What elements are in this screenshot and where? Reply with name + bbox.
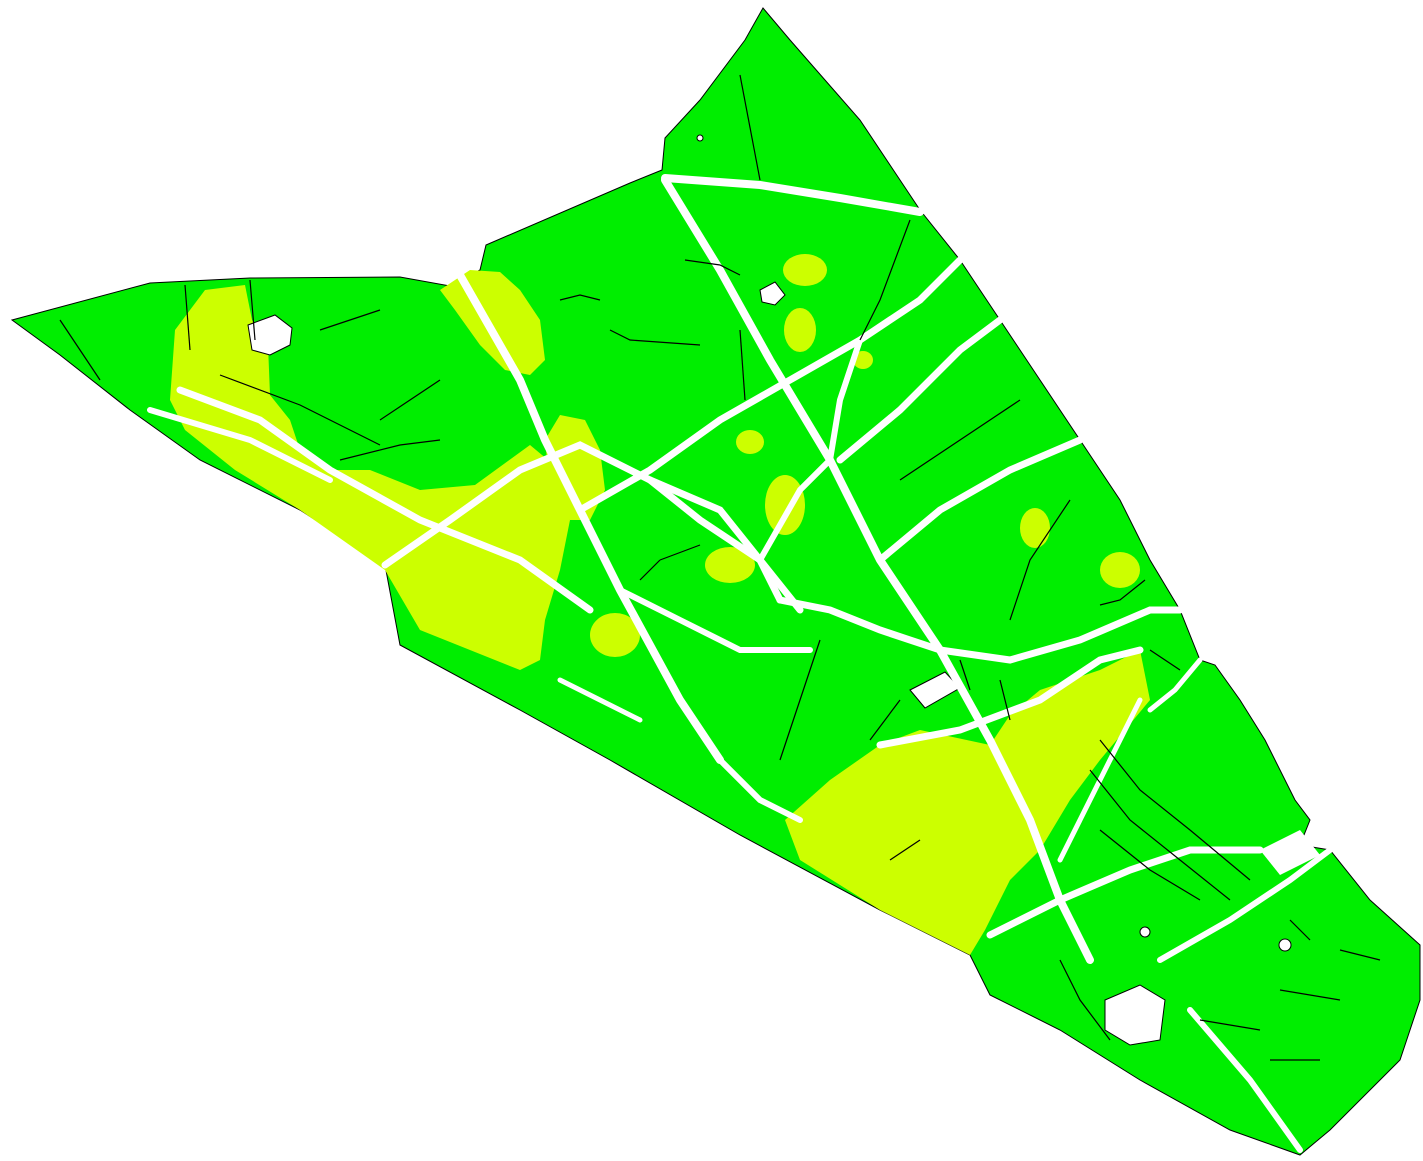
pond-1 [1278,938,1292,952]
field-area-green [10,7,1421,1156]
yellow-patch-3 [853,351,873,369]
pond-3 [696,134,704,142]
yellow-patch-9 [1100,552,1140,588]
yellow-patch-5 [765,475,805,535]
field-boundaries [59,74,1381,1061]
road-network [147,174,1333,1153]
void-south-east [1104,984,1166,1046]
yellow-patch-4 [736,430,764,454]
yellow-zone-west [170,285,570,670]
yellow-zone-north-strip [440,270,545,375]
yellow-patch-8 [1020,508,1050,548]
yellow-patch-7 [590,613,640,657]
void-north [759,281,786,306]
yellow-zone-south [785,650,1150,955]
yellow-zone-center-blob [545,415,605,520]
pond-2 [1139,926,1151,938]
void-west [247,314,293,356]
yellow-patch-2 [784,308,816,352]
yellow-patch-6 [705,547,755,583]
yellow-patch-1 [783,254,827,286]
void-gap-east [1260,830,1320,875]
